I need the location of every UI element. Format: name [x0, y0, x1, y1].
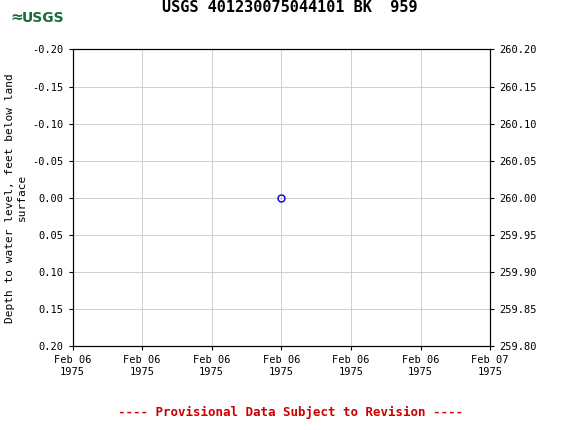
Y-axis label: Depth to water level, feet below land
surface: Depth to water level, feet below land su… — [5, 73, 27, 322]
Text: USGS 401230075044101 BK  959: USGS 401230075044101 BK 959 — [162, 0, 418, 15]
FancyBboxPatch shape — [3, 3, 78, 32]
Text: USGS: USGS — [22, 10, 65, 25]
Text: ---- Provisional Data Subject to Revision ----: ---- Provisional Data Subject to Revisio… — [118, 406, 462, 419]
Text: ≈: ≈ — [10, 10, 23, 25]
